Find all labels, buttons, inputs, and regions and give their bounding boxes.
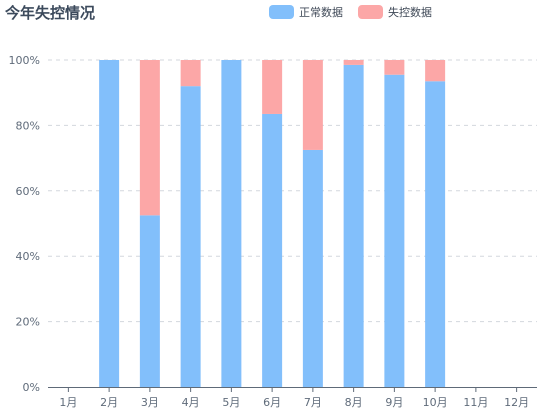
bar-segment-normal bbox=[302, 149, 323, 387]
x-tick-label: 6月 bbox=[263, 396, 281, 409]
bar-segment-out-of-control bbox=[139, 60, 160, 216]
x-tick-label: 3月 bbox=[141, 396, 159, 409]
bar-segment-normal bbox=[384, 74, 405, 387]
legend-label: 失控数据 bbox=[388, 5, 432, 19]
x-tick-label: 10月 bbox=[423, 396, 448, 409]
bar-segment-normal bbox=[139, 215, 160, 387]
x-tick-label: 4月 bbox=[182, 396, 200, 409]
bar-segment-normal bbox=[425, 81, 446, 387]
y-tick-label: 20% bbox=[16, 316, 40, 329]
x-tick-label: 8月 bbox=[345, 396, 363, 409]
x-tick-label: 9月 bbox=[385, 396, 403, 409]
bar-segment-out-of-control bbox=[262, 60, 283, 114]
bar-segment-out-of-control bbox=[384, 60, 405, 75]
x-tick-label: 5月 bbox=[222, 396, 240, 409]
legend-swatch bbox=[358, 5, 383, 19]
y-tick-label: 80% bbox=[16, 119, 40, 132]
x-tick-label: 12月 bbox=[504, 396, 529, 409]
bar-segment-normal bbox=[99, 60, 120, 387]
x-tick-label: 1月 bbox=[59, 396, 77, 409]
bar-segment-normal bbox=[343, 64, 364, 387]
bar-segment-out-of-control bbox=[180, 60, 201, 87]
chart-title: 今年失控情况 bbox=[5, 4, 96, 22]
bar-segment-out-of-control bbox=[343, 60, 364, 65]
legend-label: 正常数据 bbox=[299, 5, 343, 19]
x-tick-label: 2月 bbox=[100, 396, 118, 409]
bar-segment-out-of-control bbox=[302, 60, 323, 150]
y-tick-label: 0% bbox=[23, 381, 40, 394]
bar-segment-normal bbox=[180, 86, 201, 387]
y-tick-label: 60% bbox=[16, 185, 40, 198]
x-tick-label: 7月 bbox=[304, 396, 322, 409]
legend-swatch bbox=[269, 5, 294, 19]
bar-segment-out-of-control bbox=[425, 60, 446, 82]
y-tick-label: 40% bbox=[16, 250, 40, 263]
bar-segment-normal bbox=[262, 113, 283, 387]
bar-segment-normal bbox=[221, 60, 242, 387]
y-tick-label: 100% bbox=[9, 54, 40, 67]
x-tick-label: 11月 bbox=[463, 396, 488, 409]
